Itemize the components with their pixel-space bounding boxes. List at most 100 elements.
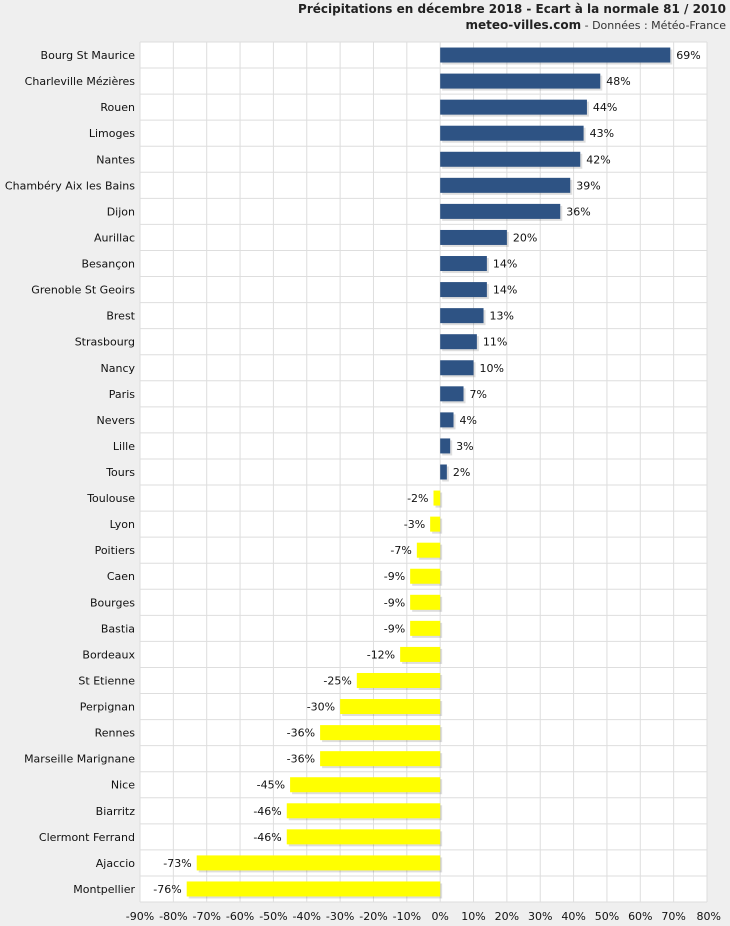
bar bbox=[290, 777, 441, 793]
bar bbox=[186, 881, 441, 897]
category-label: Brest bbox=[106, 310, 135, 323]
category-label: Marseille Marignane bbox=[24, 753, 135, 766]
x-tick-label: -50% bbox=[259, 910, 287, 923]
bar bbox=[320, 751, 441, 767]
data-label: -7% bbox=[390, 544, 411, 557]
category-label: Lille bbox=[113, 440, 135, 453]
bar bbox=[440, 151, 581, 167]
bar bbox=[440, 229, 507, 245]
data-label: -9% bbox=[384, 570, 405, 583]
x-tick-label: -10% bbox=[393, 910, 421, 923]
data-label: 39% bbox=[576, 179, 600, 192]
x-tick-label: 60% bbox=[628, 910, 652, 923]
category-label: Dijon bbox=[107, 205, 135, 218]
bar bbox=[440, 464, 447, 480]
x-tick-label: 50% bbox=[595, 910, 619, 923]
data-label: -46% bbox=[253, 831, 281, 844]
category-label: Montpellier bbox=[73, 883, 135, 896]
data-label: 43% bbox=[590, 127, 614, 140]
data-label: -12% bbox=[367, 648, 395, 661]
x-tick-label: -40% bbox=[293, 910, 321, 923]
bar bbox=[430, 516, 441, 532]
data-label: 13% bbox=[490, 310, 514, 323]
data-label: 48% bbox=[606, 75, 630, 88]
x-tick-label: -60% bbox=[226, 910, 254, 923]
bar bbox=[440, 282, 487, 298]
bar bbox=[410, 568, 441, 584]
bar bbox=[440, 360, 474, 376]
category-label: Grenoble St Geoirs bbox=[31, 284, 135, 297]
x-tick-label: 10% bbox=[461, 910, 485, 923]
category-label: Rennes bbox=[95, 727, 136, 740]
bar bbox=[440, 386, 464, 402]
data-label: -30% bbox=[307, 701, 335, 714]
data-label: 3% bbox=[456, 440, 473, 453]
category-labels: Bourg St Maurice Charleville Mézières Roue… bbox=[5, 49, 136, 896]
bar bbox=[410, 594, 441, 610]
data-label: -3% bbox=[404, 518, 425, 531]
data-label: -36% bbox=[287, 753, 315, 766]
bar bbox=[440, 47, 671, 63]
category-label: Bordeaux bbox=[82, 648, 135, 661]
bar bbox=[440, 308, 484, 324]
bar bbox=[400, 646, 441, 662]
data-label: 11% bbox=[483, 336, 507, 349]
x-tick-label: -20% bbox=[359, 910, 387, 923]
bar bbox=[433, 490, 441, 506]
category-label: Caen bbox=[107, 570, 135, 583]
subtitle-site: meteo-villes.com bbox=[466, 18, 582, 32]
x-tick-label: 80% bbox=[697, 910, 721, 923]
data-labels: 69% 48% 44% 43% 42% 39% 36% 20% 14% 14% 13% 11% 10% 7… bbox=[153, 49, 700, 896]
category-label: Paris bbox=[109, 388, 135, 401]
data-label: 14% bbox=[493, 258, 517, 271]
bar bbox=[440, 256, 487, 272]
category-label: Rouen bbox=[100, 101, 135, 114]
category-label: Poitiers bbox=[95, 544, 136, 557]
bar bbox=[356, 672, 441, 688]
x-axis-ticks: -90% -80% -70% -60% -50% -40% -30% -20% -10% 0% 10… bbox=[126, 910, 721, 923]
x-tick-label: -70% bbox=[192, 910, 220, 923]
x-tick-label: 40% bbox=[561, 910, 585, 923]
data-label: 42% bbox=[586, 153, 610, 166]
data-label: -25% bbox=[323, 674, 351, 687]
data-label: 20% bbox=[513, 231, 537, 244]
bar bbox=[340, 699, 441, 715]
category-label: Biarritz bbox=[96, 805, 136, 818]
x-tick-label: -90% bbox=[126, 910, 154, 923]
data-label: -2% bbox=[407, 492, 428, 505]
data-label: -76% bbox=[153, 883, 181, 896]
category-label: Limoges bbox=[89, 127, 135, 140]
bar bbox=[440, 73, 601, 89]
category-label: Tours bbox=[105, 466, 135, 479]
bar bbox=[440, 203, 561, 219]
data-label: 4% bbox=[460, 414, 477, 427]
x-tick-label: 30% bbox=[528, 910, 552, 923]
category-label: Bastia bbox=[101, 622, 135, 635]
bar bbox=[440, 177, 571, 193]
bar bbox=[416, 542, 441, 558]
bar bbox=[286, 803, 441, 819]
x-tick-label: -80% bbox=[159, 910, 187, 923]
category-label: Ajaccio bbox=[96, 857, 135, 870]
category-label: Chambéry Aix les Bains bbox=[5, 179, 135, 192]
x-tick-label: 70% bbox=[661, 910, 685, 923]
x-tick-label: 0% bbox=[431, 910, 448, 923]
category-label: Besançon bbox=[81, 258, 135, 271]
data-label: -9% bbox=[384, 596, 405, 609]
bar bbox=[440, 334, 477, 350]
bar bbox=[440, 438, 451, 454]
bar bbox=[286, 829, 441, 845]
category-label: Clermont Ferrand bbox=[39, 831, 135, 844]
data-label: -46% bbox=[253, 805, 281, 818]
x-tick-label: 20% bbox=[495, 910, 519, 923]
bar bbox=[320, 725, 441, 741]
bars bbox=[186, 47, 673, 899]
category-label: Strasbourg bbox=[75, 336, 135, 349]
category-label: Nice bbox=[111, 779, 135, 792]
x-tick-label: -30% bbox=[326, 910, 354, 923]
data-label: 10% bbox=[480, 362, 504, 375]
category-label: St Etienne bbox=[78, 674, 135, 687]
category-label: Perpignan bbox=[80, 701, 135, 714]
category-label: Bourges bbox=[90, 596, 135, 609]
